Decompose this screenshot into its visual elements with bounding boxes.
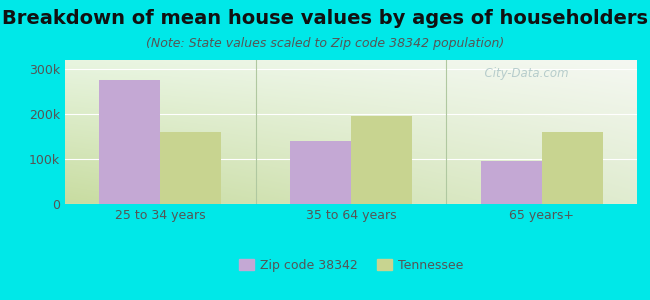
Bar — [290, 141, 351, 204]
Bar — [161, 132, 222, 204]
Text: Breakdown of mean house values by ages of householders: Breakdown of mean house values by ages o… — [2, 9, 648, 28]
Bar — [541, 132, 603, 204]
Bar — [480, 161, 541, 204]
Legend: Zip code 38342, Tennessee: Zip code 38342, Tennessee — [234, 254, 468, 277]
Text: (Note: State values scaled to Zip code 38342 population): (Note: State values scaled to Zip code 3… — [146, 38, 504, 50]
Bar — [99, 80, 161, 204]
Text: City-Data.com: City-Data.com — [477, 67, 569, 80]
Bar — [351, 116, 412, 204]
